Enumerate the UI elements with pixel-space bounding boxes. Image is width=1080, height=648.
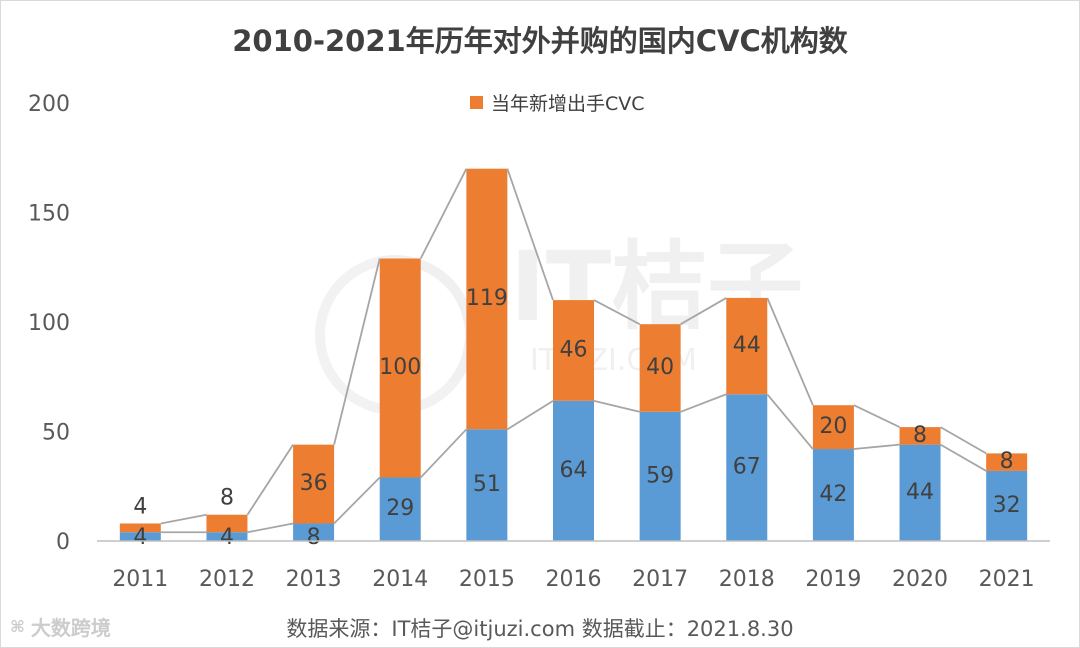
bar-base-2021 bbox=[986, 470, 1028, 541]
watermark-bottom: ⌘ 大数跨境 bbox=[10, 612, 111, 641]
bar-new-cvc-2019 bbox=[812, 405, 854, 450]
y-axis: 0 50 100 150 200 bbox=[28, 92, 70, 555]
bar-new-cvc-2020 bbox=[899, 427, 941, 445]
data-label-base-2013: 8 bbox=[307, 525, 321, 550]
bar-base-2012 bbox=[206, 532, 248, 541]
bar-base-2014 bbox=[379, 477, 421, 541]
bar-new-cvc-2017 bbox=[639, 324, 681, 412]
data-label-new-cvc-2020: 8 bbox=[913, 423, 927, 448]
x-tick-label: 2011 bbox=[112, 567, 168, 592]
bar-new-cvc-2012 bbox=[206, 514, 248, 533]
data-label-base-2020: 44 bbox=[906, 480, 934, 505]
x-tick-label: 2017 bbox=[632, 567, 688, 592]
data-label-new-cvc-2019: 20 bbox=[819, 414, 847, 439]
legend-swatch-new-cvc bbox=[470, 95, 483, 109]
bar-base-2018 bbox=[726, 394, 768, 541]
bar-base-2019 bbox=[812, 449, 854, 541]
series-line-base bbox=[160, 393, 987, 534]
bar-base-2017 bbox=[639, 411, 681, 541]
x-tick-label: 2021 bbox=[979, 567, 1035, 592]
data-label-new-cvc-2017: 40 bbox=[646, 355, 674, 380]
x-tick-label: 2020 bbox=[892, 567, 948, 592]
bar-new-cvc-2021 bbox=[986, 453, 1028, 471]
bar-new-cvc-2011 bbox=[119, 523, 161, 533]
data-label-base-2021: 32 bbox=[993, 493, 1021, 518]
y-tick-label: 50 bbox=[42, 421, 70, 446]
data-label-base-2015: 51 bbox=[473, 472, 501, 497]
data-label-base-2016: 64 bbox=[560, 458, 588, 483]
data-label-new-cvc-2014: 100 bbox=[379, 355, 421, 380]
y-tick-label: 200 bbox=[28, 92, 70, 117]
series-lines bbox=[160, 168, 987, 534]
data-label-base-2014: 29 bbox=[386, 496, 414, 521]
data-label-new-cvc-2012: 8 bbox=[220, 486, 234, 511]
source-note: 数据来源：IT桔子@itjuzi.com 数据截止：2021.8.30 bbox=[286, 617, 794, 641]
bar-new-cvc-2016 bbox=[553, 300, 594, 401]
data-label-new-cvc-2015: 119 bbox=[466, 286, 508, 311]
watermark-bottom-text: 大数跨境 bbox=[30, 616, 111, 640]
data-label-new-cvc-2018: 44 bbox=[733, 333, 761, 358]
watermark-icon: ⌘ bbox=[10, 617, 25, 636]
bar-base-2016 bbox=[553, 400, 594, 541]
x-tick-label: 2013 bbox=[286, 567, 342, 592]
bar-new-cvc-2014 bbox=[379, 258, 421, 478]
data-label-base-2017: 59 bbox=[646, 463, 674, 488]
y-tick-label: 0 bbox=[56, 530, 70, 555]
series-line-stack-top bbox=[160, 168, 987, 525]
bar-base-2011 bbox=[119, 532, 161, 541]
data-label-base-2012: 4 bbox=[220, 525, 234, 550]
x-tick-label: 2018 bbox=[719, 567, 775, 592]
y-tick-label: 100 bbox=[28, 311, 70, 336]
data-label-new-cvc-2011: 4 bbox=[133, 494, 147, 519]
x-tick-label: 2016 bbox=[546, 567, 602, 592]
x-tick-label: 2014 bbox=[372, 567, 428, 592]
data-label-new-cvc-2021: 8 bbox=[1000, 449, 1014, 474]
data-label-base-2011: 4 bbox=[133, 525, 147, 550]
data-label-new-cvc-2013: 36 bbox=[300, 471, 328, 496]
bar-new-cvc-2013 bbox=[293, 444, 335, 524]
chart-title: 2010-2021年历年对外并购的国内CVC机构数 bbox=[232, 24, 848, 58]
bar-base-2020 bbox=[899, 444, 941, 541]
x-axis: 2011 2012 2013 2014 2015 2016 2017 2018 2019 2020… bbox=[97, 540, 1050, 592]
bar-base-2015 bbox=[466, 429, 508, 541]
data-label-base-2018: 67 bbox=[733, 455, 761, 480]
x-tick-label: 2019 bbox=[805, 567, 861, 592]
x-tick-label: 2012 bbox=[199, 567, 255, 592]
y-tick-label: 150 bbox=[28, 202, 70, 227]
bar-new-cvc-2018 bbox=[726, 297, 768, 395]
bar-new-cvc-2015 bbox=[466, 168, 508, 430]
data-label-new-cvc-2016: 46 bbox=[560, 337, 588, 362]
bars bbox=[119, 168, 1028, 541]
data-label-base-2019: 42 bbox=[819, 482, 847, 507]
x-tick-label: 2015 bbox=[459, 567, 515, 592]
legend: 当年新增出手CVC bbox=[470, 90, 645, 115]
legend-label-new-cvc: 当年新增出手CVC bbox=[491, 92, 645, 115]
bar-base-2013 bbox=[293, 523, 335, 541]
